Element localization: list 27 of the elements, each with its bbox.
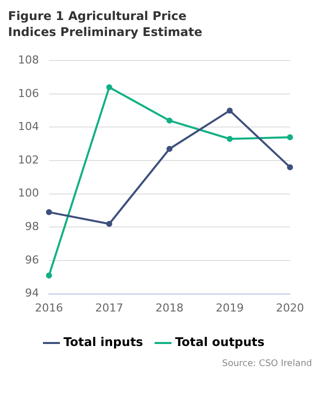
y-tick-label: 100 (18, 186, 39, 200)
point (287, 134, 294, 140)
legend-label: Total outputs (175, 335, 265, 350)
y-tick-label: 102 (18, 153, 39, 166)
point (106, 220, 112, 227)
y-tick-label: 98 (24, 220, 39, 234)
x-tick-label: 2019 (216, 301, 244, 314)
y-tick-label: 94 (24, 286, 39, 300)
y-tick-label: 96 (24, 253, 39, 266)
point (287, 164, 294, 170)
point (166, 118, 172, 124)
y-tick-label: 104 (18, 120, 39, 134)
point (226, 136, 233, 142)
point (46, 209, 52, 216)
x-tick-label: 2017 (95, 301, 124, 314)
y-tick-label: 108 (18, 53, 39, 66)
x-tick-label: 2020 (276, 301, 304, 314)
chart-title: Figure 1 Agricultural Price Indices Preliminary Estimate (8, 8, 204, 40)
source-note: Source: CSO Ireland (221, 359, 312, 369)
point (166, 146, 172, 152)
x-tick-label: 2016 (34, 301, 63, 314)
point (106, 84, 112, 90)
legend-label: Total inputs (63, 335, 144, 350)
x-tick-label: 2018 (156, 301, 184, 314)
point (46, 272, 52, 278)
y-tick-label: 106 (18, 86, 39, 100)
point (226, 108, 233, 114)
